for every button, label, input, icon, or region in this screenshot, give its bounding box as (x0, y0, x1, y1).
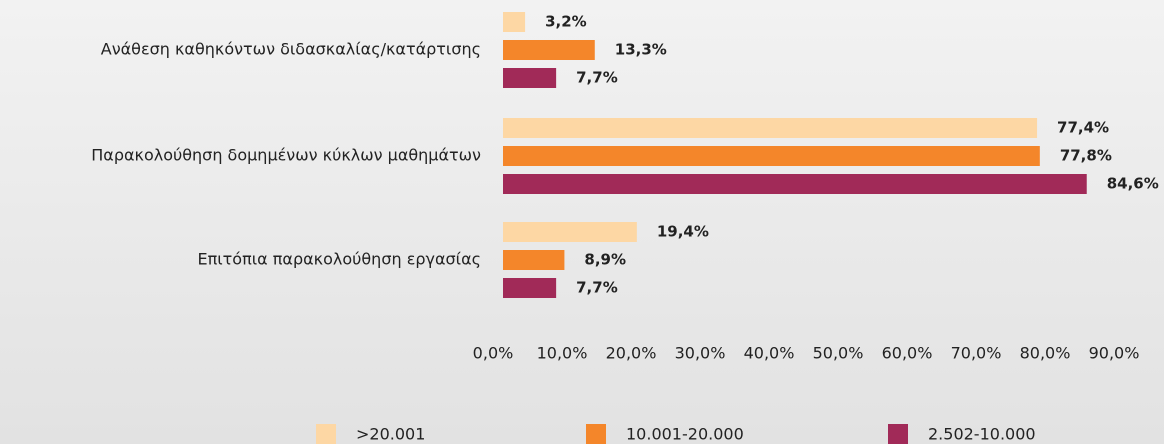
bar (503, 174, 1087, 194)
x-tick-label: 10,0% (537, 344, 588, 363)
bar (503, 278, 557, 298)
legend-label: 10.001-20.000 (626, 425, 744, 444)
x-tick-label: 0,0% (473, 344, 514, 363)
value-label: 13,3% (615, 41, 667, 59)
value-label: 3,2% (545, 13, 587, 31)
x-tick-label: 30,0% (675, 344, 726, 363)
legend-swatch (316, 424, 336, 444)
category-label: Ανάθεση καθηκόντων διδασκαλίας/κατάρτιση… (101, 40, 481, 59)
bar (503, 12, 526, 32)
value-label: 77,8% (1060, 147, 1112, 165)
value-label: 7,7% (576, 69, 618, 87)
x-tick-label: 90,0% (1089, 344, 1140, 363)
category-label: Παρακολούθηση δομημένων κύκλων μαθημάτων (91, 146, 481, 165)
x-tick-label: 70,0% (951, 344, 1002, 363)
bar (503, 146, 1040, 166)
x-tick-label: 20,0% (606, 344, 657, 363)
category-label: Επιτόπια παρακολούθηση εργασίας (198, 250, 481, 269)
legend-swatch (888, 424, 908, 444)
bar (503, 250, 565, 270)
value-label: 84,6% (1107, 175, 1159, 193)
bar (503, 40, 595, 60)
legend-label: 2.502-10.000 (928, 425, 1036, 444)
value-label: 7,7% (576, 279, 618, 297)
value-label: 77,4% (1057, 119, 1109, 137)
x-tick-label: 60,0% (882, 344, 933, 363)
bar (503, 68, 557, 88)
bar (503, 222, 637, 242)
x-tick-label: 80,0% (1020, 344, 1071, 363)
legend-swatch (586, 424, 606, 444)
value-label: 19,4% (657, 223, 709, 241)
bar (503, 118, 1038, 138)
x-tick-label: 40,0% (744, 344, 795, 363)
x-tick-label: 50,0% (813, 344, 864, 363)
legend-label: >20.001 (356, 425, 425, 444)
value-label: 8,9% (584, 251, 626, 269)
